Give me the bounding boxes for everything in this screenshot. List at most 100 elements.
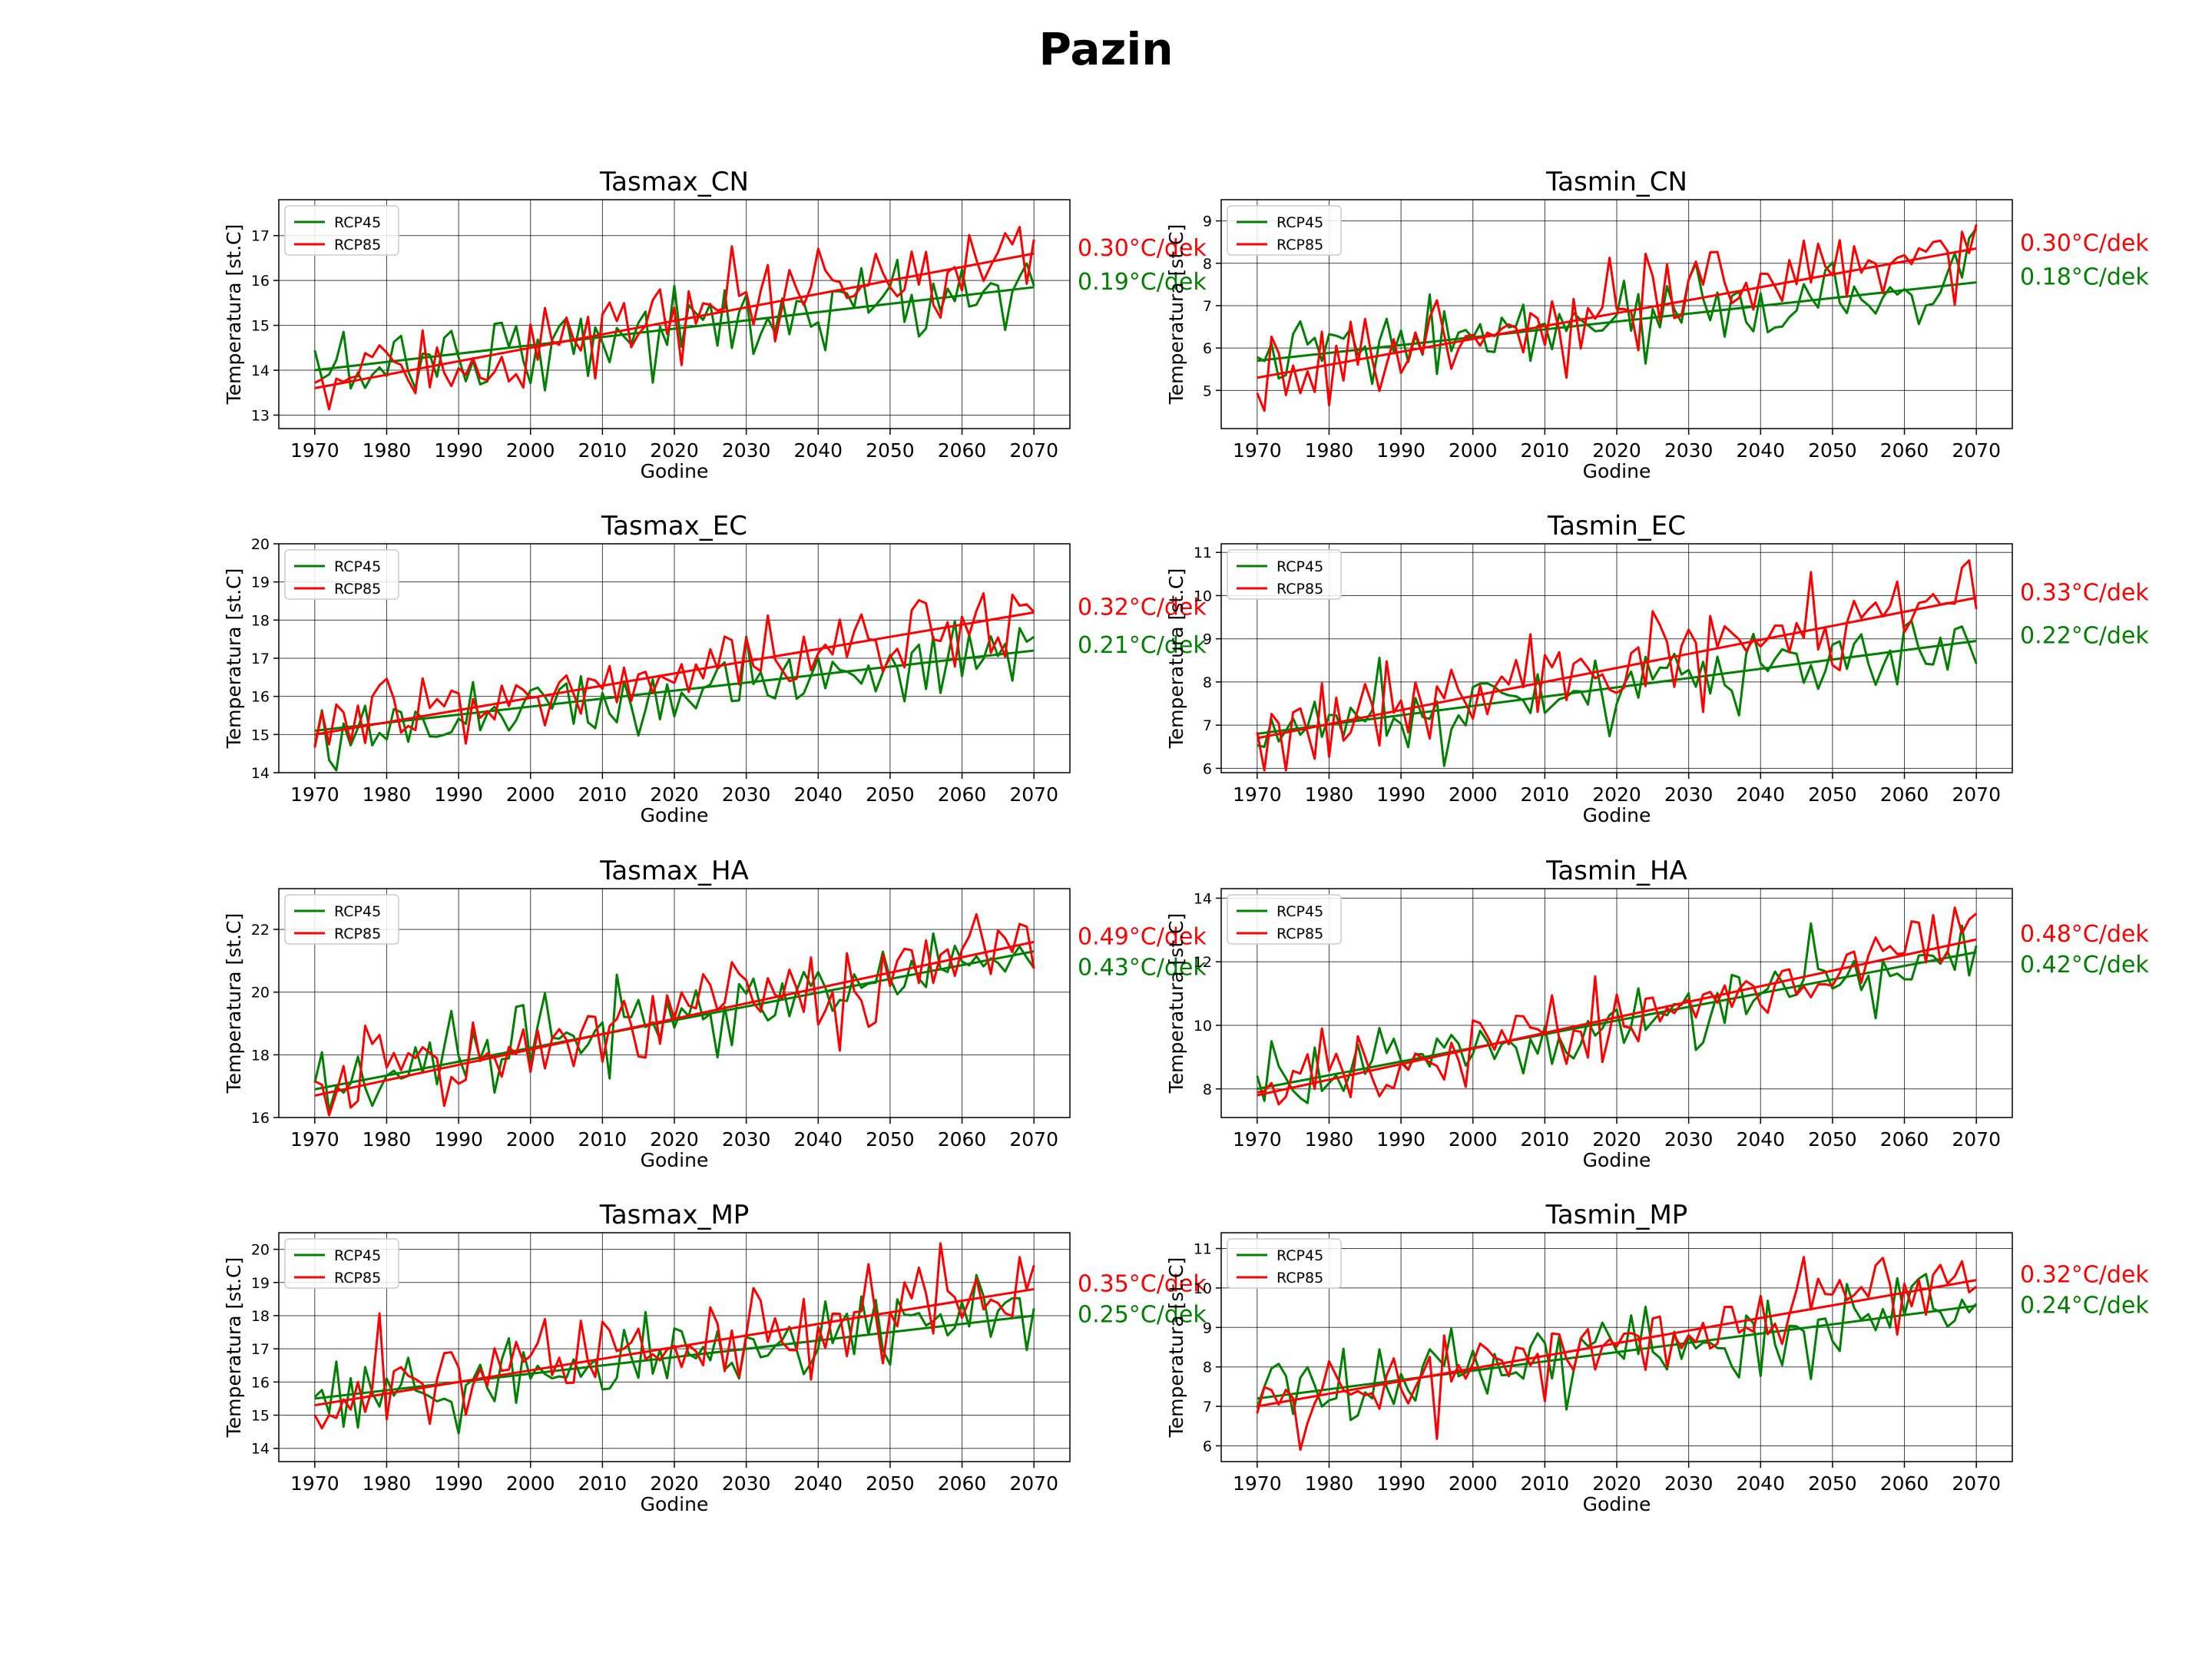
x-tick-label: 2020 — [650, 1472, 699, 1495]
x-tick-label: 2050 — [866, 783, 915, 806]
x-tick-label: 1970 — [1233, 783, 1282, 806]
trend-annotation-red: 0.30°C/dek — [1078, 235, 1207, 262]
x-tick-label: 1990 — [434, 783, 483, 806]
x-tick-label: 2050 — [1808, 783, 1857, 806]
y-tick-label: 17 — [251, 228, 270, 245]
x-tick-label: 2010 — [1521, 783, 1570, 806]
x-tick-label: 2070 — [1952, 439, 2001, 462]
legend-box — [1227, 205, 1342, 256]
x-axis-label: Godine — [1583, 1493, 1651, 1515]
chart-panel-tasmin_ha: Tasmin_HA 1970 1980 1990 2000 2010 2020 2030 204… — [1165, 856, 2149, 1171]
series-line-rcp45 — [313, 259, 1035, 392]
x-tick-label: 1980 — [363, 783, 412, 806]
trend-annotation-red: 0.48°C/dek — [2020, 921, 2149, 948]
x-tick-label: 2010 — [578, 1128, 628, 1151]
y-tick-label: 18 — [251, 1047, 270, 1064]
y-tick-label: 14 — [251, 1441, 270, 1458]
x-tick-label: 2000 — [506, 1128, 555, 1151]
x-tick-label: 1970 — [1233, 1472, 1282, 1495]
x-tick-label: 1980 — [363, 1128, 412, 1151]
y-tick-label: 17 — [251, 1341, 270, 1358]
legend-box — [284, 894, 399, 945]
x-tick-label: 1970 — [290, 1472, 339, 1495]
x-tick-label: 2030 — [722, 439, 771, 462]
trend-line-rcp85 — [1257, 247, 1977, 379]
chart-panel-tasmax_mp: Tasmax_MP 1970 1980 1990 2000 2010 2020 2030 204… — [223, 1200, 1207, 1515]
legend-label: RCP85 — [1277, 237, 1323, 253]
x-tick-label: 2000 — [506, 1472, 555, 1495]
y-tick-label: 11 — [1194, 545, 1212, 561]
x-tick-label: 2050 — [866, 1128, 915, 1151]
x-tick-label: 2040 — [1736, 783, 1785, 806]
x-tick-label: 2070 — [1009, 783, 1058, 806]
x-tick-label: 2030 — [1664, 1472, 1714, 1495]
chart-title: Tasmin_CN — [1545, 167, 1687, 197]
legend-label: RCP45 — [334, 558, 381, 575]
y-axis-label: Temperatura [st.C] — [223, 1257, 245, 1439]
series-line-rcp85 — [314, 226, 1035, 411]
y-tick-label: 10 — [1194, 1018, 1212, 1035]
axes-frame — [278, 199, 1071, 429]
legend: RCP45 RCP85 — [1227, 894, 1342, 945]
x-tick-label: 2030 — [1664, 1128, 1714, 1151]
legend-label: RCP45 — [1277, 1247, 1323, 1264]
x-tick-label: 2050 — [1808, 439, 1857, 462]
y-tick-label: 22 — [251, 922, 270, 939]
y-tick-label: 7 — [1203, 717, 1212, 734]
y-tick-label: 12 — [1194, 954, 1212, 971]
trend-annotation-green: 0.21°C/dek — [1078, 632, 1207, 659]
trend-annotation-red: 0.30°C/dek — [2020, 230, 2149, 257]
plot-area — [313, 592, 1035, 772]
trend-line-rcp85 — [314, 611, 1035, 736]
trend-line-rcp85 — [1257, 596, 1977, 740]
y-tick-label: 6 — [1203, 760, 1212, 777]
y-tick-label: 16 — [251, 1374, 270, 1391]
chart-title: Tasmax_CN — [599, 167, 749, 197]
x-tick-label: 1990 — [434, 1472, 483, 1495]
legend: RCP45 RCP85 — [284, 205, 399, 256]
x-axis-label: Godine — [641, 1493, 709, 1515]
legend: RCP45 RCP85 — [1227, 549, 1342, 600]
x-tick-label: 1970 — [1233, 1128, 1282, 1151]
trend-line-rcp45 — [1257, 1304, 1977, 1400]
x-tick-label: 2070 — [1009, 1472, 1058, 1495]
x-tick-label: 2020 — [1592, 783, 1641, 806]
x-tick-label: 1980 — [1305, 783, 1354, 806]
trend-annotation-red: 0.32°C/dek — [1078, 594, 1207, 621]
x-tick-label: 2010 — [1521, 439, 1570, 462]
legend-label: RCP85 — [334, 237, 381, 253]
y-tick-label: 16 — [251, 273, 270, 290]
axes-frame — [1220, 1232, 2013, 1462]
x-axis-label: Godine — [1583, 1149, 1651, 1171]
x-axis-label: Godine — [1583, 460, 1651, 482]
trend-line-rcp45 — [1257, 640, 1977, 735]
legend-box — [284, 1238, 399, 1289]
x-tick-label: 2010 — [1521, 1128, 1570, 1151]
axes-frame — [278, 888, 1071, 1118]
x-axis-label: Godine — [641, 1149, 709, 1171]
plot-area — [1256, 906, 1978, 1106]
legend-box — [284, 205, 399, 256]
x-tick-label: 2010 — [578, 783, 628, 806]
plot-area — [1256, 224, 1978, 412]
series-line-rcp85 — [313, 592, 1035, 748]
plot-area — [1256, 559, 1978, 772]
trend-annotation-green: 0.19°C/dek — [1078, 269, 1207, 296]
y-tick-label: 8 — [1203, 256, 1212, 273]
chart-title: Tasmin_HA — [1545, 856, 1687, 886]
y-tick-label: 7 — [1203, 1399, 1212, 1416]
x-tick-label: 2030 — [1664, 439, 1714, 462]
x-axis-label: Godine — [641, 804, 709, 826]
axes-frame — [1220, 543, 2013, 773]
y-tick-label: 16 — [251, 1110, 270, 1127]
figure-title: Pazin — [1038, 23, 1173, 75]
x-tick-label: 2060 — [938, 1472, 987, 1495]
x-tick-label: 2030 — [722, 1128, 771, 1151]
x-tick-label: 2060 — [1880, 1472, 1929, 1495]
legend: RCP45 RCP85 — [284, 894, 399, 945]
x-tick-label: 2020 — [650, 1128, 699, 1151]
legend-label: RCP85 — [1277, 1270, 1323, 1286]
trend-annotation-green: 0.24°C/dek — [2020, 1293, 2149, 1320]
x-tick-label: 2050 — [1808, 1128, 1857, 1151]
y-axis-label: Temperatura [st.C] — [223, 913, 245, 1094]
